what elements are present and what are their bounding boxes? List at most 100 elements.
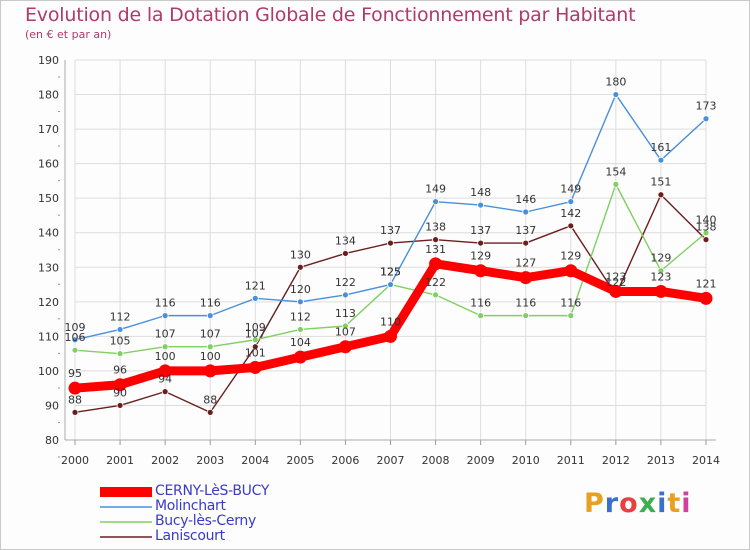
x-tick-label: 2011: [557, 454, 585, 467]
data-point: [477, 201, 485, 209]
data-point: [657, 267, 665, 275]
legend: CERNY-LèS-BUCY Molinchart Bucy-lès-Cerny…: [100, 483, 360, 544]
data-label: 129: [470, 250, 491, 263]
y-tick-label: 120: [38, 296, 59, 309]
x-tick-label: 2013: [647, 454, 675, 467]
data-label: 154: [605, 165, 626, 178]
data-label: 161: [650, 141, 671, 154]
x-tick-label: 2003: [196, 454, 224, 467]
logo-letter: P: [584, 488, 605, 519]
data-point: [296, 263, 304, 271]
data-label: 173: [696, 100, 717, 113]
data-label: 104: [290, 336, 311, 349]
data-point: [564, 264, 578, 278]
y-tick-label: 180: [38, 89, 59, 102]
data-point: [71, 336, 79, 344]
data-label: 107: [245, 328, 266, 341]
y-tick-label: 130: [38, 261, 59, 274]
data-label: 127: [515, 257, 536, 270]
data-label: 122: [605, 276, 626, 289]
data-point: [342, 250, 349, 257]
data-label: 137: [380, 224, 401, 237]
data-point: [477, 312, 485, 320]
data-label: 113: [335, 307, 356, 320]
legend-item: Molinchart: [100, 498, 360, 514]
x-tick-label: 2004: [241, 454, 269, 467]
data-point: [567, 222, 575, 230]
data-point: [116, 402, 124, 409]
data-point: [251, 343, 259, 351]
data-label: 146: [515, 193, 536, 206]
data-point: [251, 336, 259, 344]
data-label: 110: [380, 315, 401, 328]
x-tick-label: 2005: [286, 454, 314, 467]
x-tick-label: 2012: [602, 454, 630, 467]
data-point: [296, 298, 304, 306]
data-point: [342, 291, 349, 299]
logo-letter: i: [681, 488, 692, 519]
data-point: [68, 381, 82, 395]
x-tick-label: 2008: [422, 454, 450, 467]
data-label: 96: [113, 364, 127, 377]
data-label: 151: [650, 176, 671, 189]
y-tick-label: 150: [38, 192, 59, 205]
data-point: [699, 291, 713, 305]
x-tick-label: 2014: [692, 454, 720, 467]
data-label: 88: [68, 393, 82, 406]
data-label: 109: [65, 321, 86, 334]
data-label: 94: [158, 373, 172, 386]
data-label: 138: [425, 221, 446, 234]
data-point: [71, 346, 79, 354]
data-label: 116: [200, 297, 221, 310]
y-tick-label: 140: [38, 227, 59, 240]
x-tick-label: 2001: [106, 454, 134, 467]
data-label: 106: [65, 331, 86, 344]
data-label: 107: [155, 328, 176, 341]
y-tick-label: 80: [45, 434, 59, 447]
proxiti-logo: Proxiti: [584, 488, 692, 519]
axes: 80 90 100 110 120 130 140 150 160 170 180 190 2000 20…: [38, 54, 720, 467]
data-label: 134: [335, 234, 356, 247]
y-tick-label: 170: [38, 123, 59, 136]
data-point: [206, 408, 214, 416]
data-point: [567, 312, 575, 320]
legend-swatch: [100, 505, 152, 508]
x-tick-label: 2002: [151, 454, 179, 467]
data-point: [338, 340, 352, 354]
x-tick-label: 2007: [377, 454, 405, 467]
data-label: 116: [470, 297, 491, 310]
data-label: 121: [696, 277, 717, 290]
data-label: 138: [696, 221, 717, 234]
logo-letter: x: [638, 488, 658, 519]
data-point: [113, 378, 127, 392]
data-point: [158, 364, 172, 378]
data-point: [477, 239, 485, 247]
data-point: [387, 239, 394, 247]
data-point: [429, 257, 443, 271]
logo-letter: t: [667, 488, 682, 519]
data-label: 140: [696, 214, 717, 227]
data-point: [702, 229, 710, 237]
y-tick-label: 90: [45, 399, 59, 412]
data-label: 107: [200, 328, 221, 341]
data-label: 131: [425, 243, 446, 256]
data-point: [251, 294, 259, 302]
data-label: 121: [245, 279, 266, 292]
data-point: [116, 326, 124, 333]
legend-item: Laniscourt: [100, 528, 360, 544]
legend-swatch: [100, 535, 152, 538]
data-label: 123: [650, 270, 671, 283]
data-label: 100: [155, 350, 176, 363]
data-label: 149: [560, 183, 581, 196]
data-point: [432, 291, 439, 299]
chart-title: Evolution de la Dotation Globale de Fonc…: [25, 4, 636, 26]
data-label: 123: [605, 270, 626, 283]
legend-item: CERNY-LèS-BUCY: [100, 483, 360, 499]
data-point: [203, 364, 217, 378]
data-point: [387, 281, 394, 288]
logo-letter: o: [619, 488, 639, 519]
data-label: 148: [470, 186, 491, 199]
data-label: 142: [560, 207, 581, 220]
x-tick-label: 2009: [467, 454, 495, 467]
